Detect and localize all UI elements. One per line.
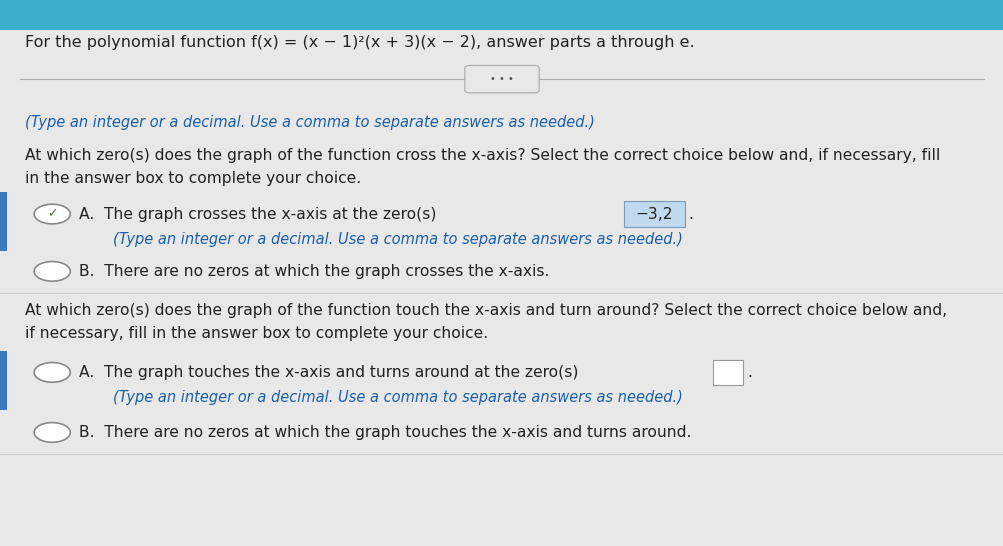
Text: B.  There are no zeros at which the graph crosses the x-axis.: B. There are no zeros at which the graph… bbox=[79, 264, 550, 279]
Text: .: . bbox=[746, 365, 751, 380]
Circle shape bbox=[34, 363, 70, 382]
Text: .: . bbox=[688, 206, 693, 222]
Text: ✓: ✓ bbox=[47, 207, 57, 221]
FancyBboxPatch shape bbox=[712, 360, 742, 385]
Text: At which zero(s) does the graph of the function cross the x-axis? Select the cor: At which zero(s) does the graph of the f… bbox=[25, 148, 940, 163]
FancyBboxPatch shape bbox=[0, 0, 1003, 30]
FancyBboxPatch shape bbox=[624, 201, 684, 227]
FancyBboxPatch shape bbox=[0, 351, 7, 410]
Text: (Type an integer or a decimal. Use a comma to separate answers as needed.): (Type an integer or a decimal. Use a com… bbox=[113, 390, 683, 405]
Circle shape bbox=[34, 262, 70, 281]
Text: (Type an integer or a decimal. Use a comma to separate answers as needed.): (Type an integer or a decimal. Use a com… bbox=[113, 232, 683, 247]
Text: For the polynomial function f(x) = (x − 1)²(x + 3)(x − 2), answer parts a throug: For the polynomial function f(x) = (x − … bbox=[25, 34, 694, 50]
Text: if necessary, fill in the answer box to complete your choice.: if necessary, fill in the answer box to … bbox=[25, 325, 487, 341]
Text: At which zero(s) does the graph of the function touch the x-axis and turn around: At which zero(s) does the graph of the f… bbox=[25, 302, 946, 318]
Text: in the answer box to complete your choice.: in the answer box to complete your choic… bbox=[25, 171, 361, 186]
Circle shape bbox=[34, 204, 70, 224]
Text: B.  There are no zeros at which the graph touches the x-axis and turns around.: B. There are no zeros at which the graph… bbox=[79, 425, 691, 440]
Circle shape bbox=[34, 423, 70, 442]
Text: • • •: • • • bbox=[489, 74, 514, 84]
FancyBboxPatch shape bbox=[0, 192, 7, 251]
FancyBboxPatch shape bbox=[464, 66, 539, 93]
Text: −3,2: −3,2 bbox=[635, 206, 673, 222]
Text: (Type an integer or a decimal. Use a comma to separate answers as needed.): (Type an integer or a decimal. Use a com… bbox=[25, 115, 595, 130]
Text: A.  The graph crosses the x-axis at the zero(s): A. The graph crosses the x-axis at the z… bbox=[79, 206, 436, 222]
Text: A.  The graph touches the x-axis and turns around at the zero(s): A. The graph touches the x-axis and turn… bbox=[79, 365, 578, 380]
